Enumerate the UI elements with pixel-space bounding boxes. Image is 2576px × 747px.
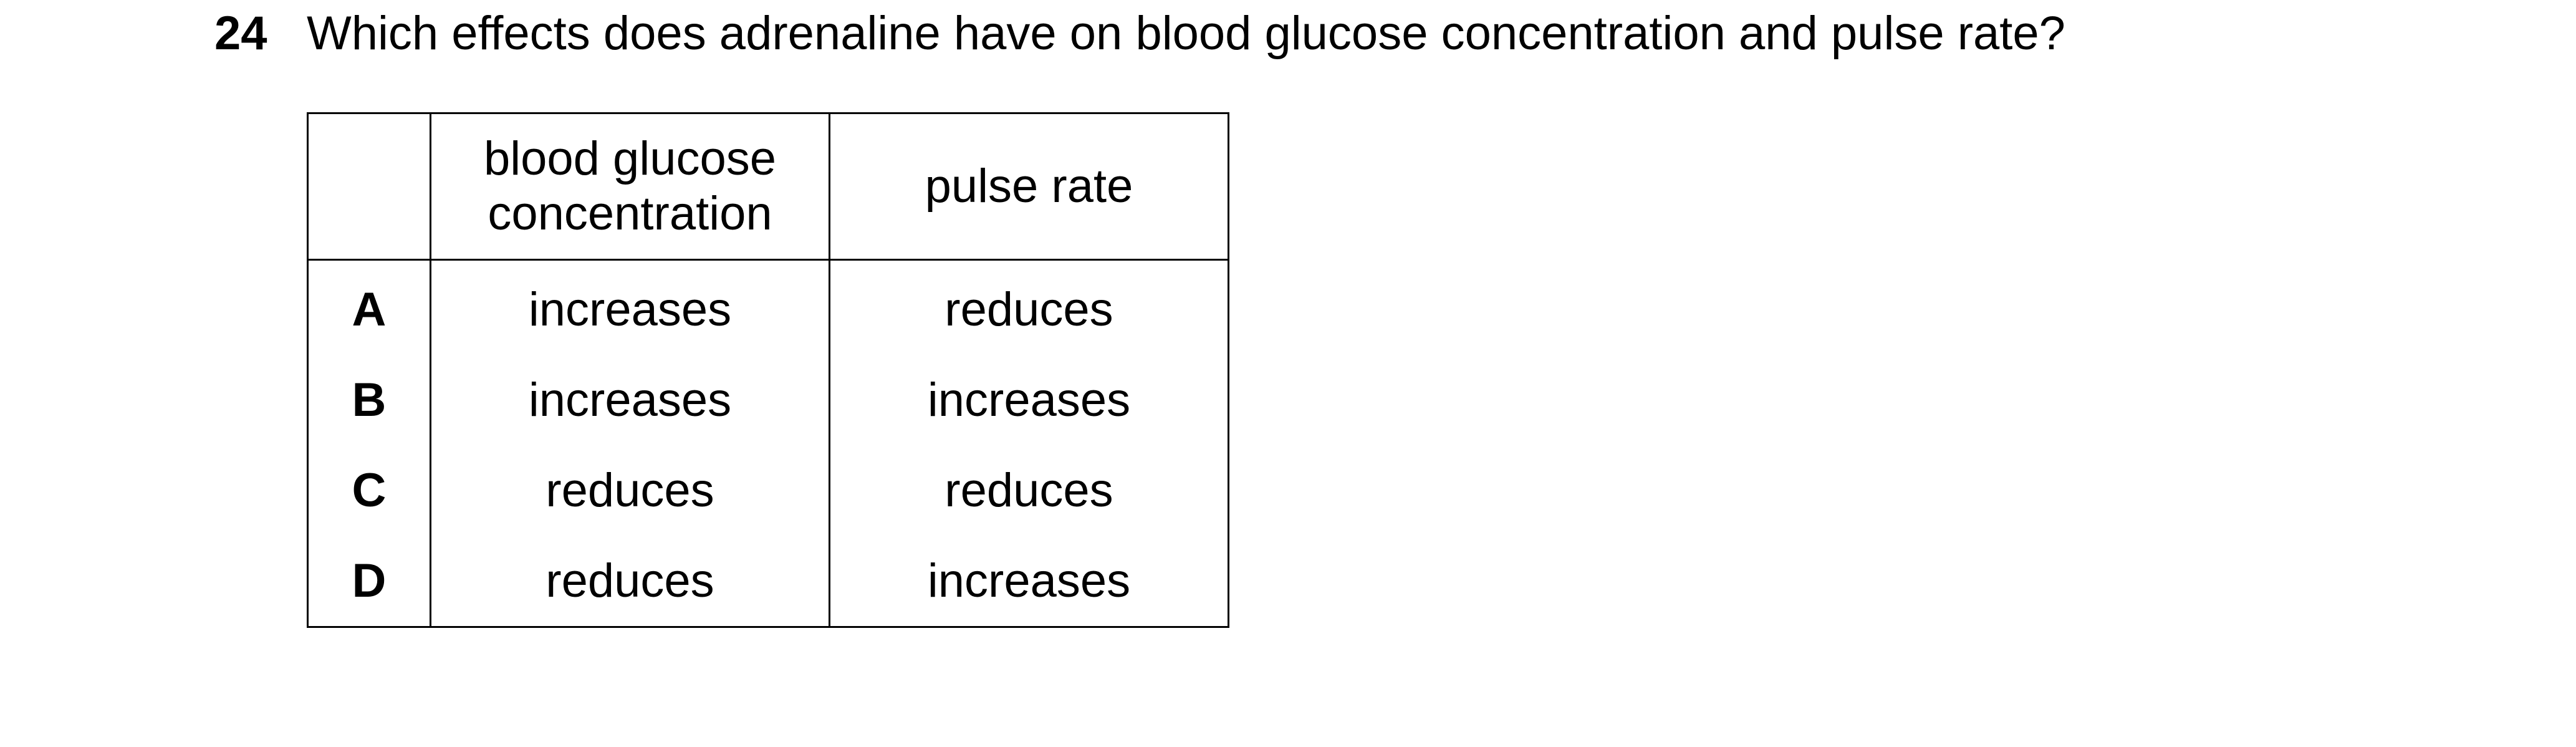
table-body: A increases reduces B increases increase…	[307, 259, 1229, 627]
header-glucose-line1: blood glucose	[483, 132, 777, 185]
option-letter: A	[307, 259, 431, 355]
question-text: Which effects does adrenaline have on bl…	[307, 7, 2065, 60]
table-header: blood glucose concentration pulse rate	[307, 113, 1229, 261]
table-row: A increases reduces	[307, 259, 1229, 355]
header-row: blood glucose concentration pulse rate	[307, 113, 1229, 261]
header-pulse-cell: pulse rate	[829, 113, 1229, 261]
header-glucose-line2: concentration	[488, 187, 772, 240]
option-letter: C	[307, 445, 431, 536]
option-letter: B	[307, 355, 431, 445]
pulse-effect: reduces	[829, 259, 1229, 355]
glucose-effect: reduces	[430, 536, 830, 627]
pulse-effect: reduces	[829, 445, 1229, 536]
glucose-effect: reduces	[430, 445, 830, 536]
glucose-effect: increases	[430, 259, 830, 355]
header-letter-cell	[307, 113, 431, 261]
table-row: D reduces increases	[307, 536, 1229, 627]
answer-table: blood glucose concentration pulse rate A…	[307, 112, 1229, 628]
table-row: B increases increases	[307, 355, 1229, 445]
pulse-effect: increases	[829, 536, 1229, 627]
table-row: C reduces reduces	[307, 445, 1229, 536]
glucose-effect: increases	[430, 355, 830, 445]
question-number: 24	[214, 7, 267, 60]
header-glucose-cell: blood glucose concentration	[430, 113, 830, 261]
option-letter: D	[307, 536, 431, 627]
pulse-effect: increases	[829, 355, 1229, 445]
